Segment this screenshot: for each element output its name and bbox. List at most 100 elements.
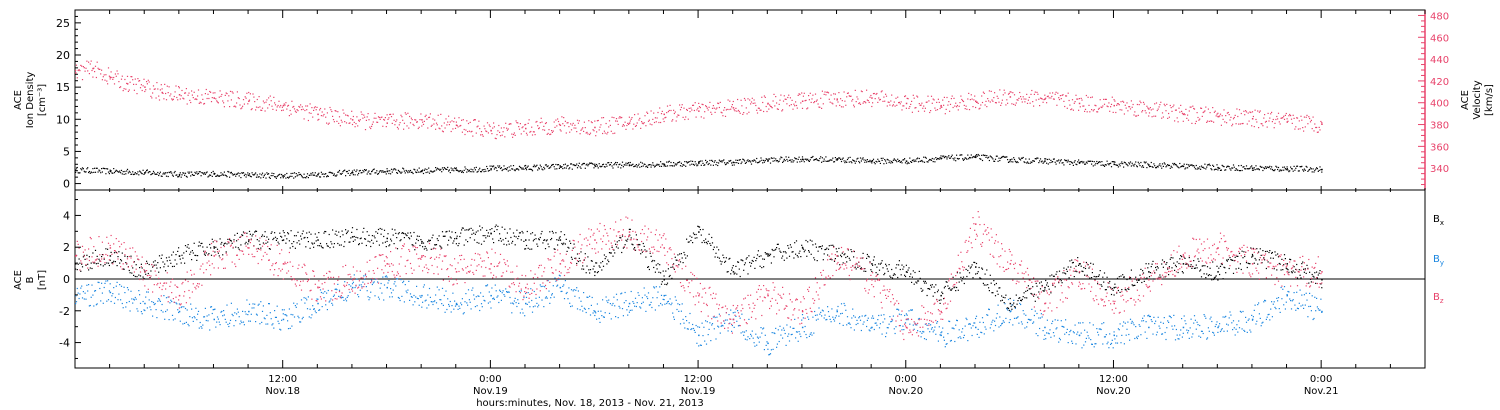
density-point (1189, 164, 1191, 166)
bx-point (204, 254, 206, 256)
bx-point (843, 254, 845, 256)
by-point (273, 327, 275, 329)
density-point (1038, 162, 1040, 164)
density-value-mark (1251, 167, 1254, 169)
bx-point (853, 256, 855, 258)
by-point (415, 296, 417, 298)
velocity-point (848, 95, 850, 97)
by-point (182, 323, 184, 325)
velocity-point (1184, 114, 1186, 116)
by-point (453, 308, 455, 310)
velocity-point (281, 106, 283, 108)
bx-point (1240, 268, 1242, 271)
density-value-mark (767, 159, 769, 162)
density-point (936, 157, 939, 160)
velocity-point (191, 94, 193, 96)
density-point (146, 169, 148, 172)
velocity-point (911, 111, 913, 113)
density-point (912, 159, 914, 161)
velocity-point (685, 116, 687, 118)
bx-point (435, 244, 438, 246)
density-point (782, 160, 785, 162)
bx-point (166, 260, 168, 262)
bx-point (487, 232, 489, 234)
bx-point (77, 263, 79, 265)
bx-point (397, 233, 399, 235)
bx-point (1029, 288, 1031, 290)
bx-point (306, 232, 308, 234)
velocity-point (1316, 131, 1318, 133)
bx-point (173, 265, 175, 267)
density-point (846, 158, 849, 161)
velocity-point (781, 110, 783, 112)
density-point (632, 163, 634, 165)
velocity-point (968, 109, 971, 111)
by-point (446, 308, 448, 311)
bx-point (1040, 281, 1042, 283)
bx-point (706, 243, 708, 245)
density-point (1062, 162, 1064, 164)
by-point (308, 316, 310, 318)
density-point (355, 170, 357, 173)
velocity-point (158, 95, 160, 97)
velocity-point (777, 108, 779, 110)
velocity-point (353, 121, 355, 123)
bx-point (648, 268, 650, 271)
density-point (1168, 164, 1170, 166)
bx-point (1037, 296, 1039, 298)
density-point (793, 160, 795, 162)
velocity-point (907, 98, 909, 100)
bx-point (160, 257, 162, 259)
by-point (163, 295, 165, 297)
velocity-point (168, 86, 170, 88)
velocity-value-mark (1009, 96, 1012, 98)
velocity-point (913, 97, 915, 99)
bx-point (950, 289, 952, 291)
velocity-point (1048, 97, 1050, 99)
bx-point (408, 237, 410, 239)
density-point (917, 161, 920, 163)
density-point (405, 169, 407, 172)
bx-point (984, 273, 986, 275)
by-point (111, 295, 113, 297)
bx-point (161, 254, 163, 256)
bx-point (568, 247, 570, 249)
bx-point (1147, 267, 1149, 269)
velocity-point (619, 116, 621, 118)
by-point (327, 289, 329, 292)
velocity-point (701, 103, 703, 105)
density-point (608, 164, 611, 166)
velocity-point (320, 115, 322, 117)
velocity-point (518, 126, 520, 128)
bx-point (671, 277, 673, 279)
velocity-point (288, 115, 290, 117)
by-point (294, 305, 296, 307)
bx-point (411, 244, 413, 246)
velocity-point (581, 128, 583, 130)
bx-point (953, 287, 955, 289)
velocity-point (1238, 109, 1241, 111)
density-point (1124, 162, 1126, 164)
velocity-point (649, 123, 651, 125)
bx-point (216, 248, 219, 250)
velocity-point (1295, 126, 1297, 128)
bx-point (510, 236, 512, 239)
bx-point (1122, 274, 1124, 276)
density-point (403, 168, 405, 170)
by-point (197, 310, 200, 312)
density-point (1303, 168, 1305, 170)
density-point (887, 159, 889, 161)
density-point (825, 156, 827, 158)
bx-point (229, 239, 232, 242)
density-point (193, 174, 195, 176)
density-point (279, 173, 281, 175)
density-point (360, 172, 362, 174)
bx-point (605, 256, 607, 258)
by-point (380, 282, 382, 285)
density-point (366, 173, 368, 175)
velocity-point (917, 110, 920, 112)
bx-point (862, 252, 864, 254)
velocity-point (1277, 112, 1280, 114)
density-point (414, 169, 416, 171)
density-point (888, 161, 890, 164)
